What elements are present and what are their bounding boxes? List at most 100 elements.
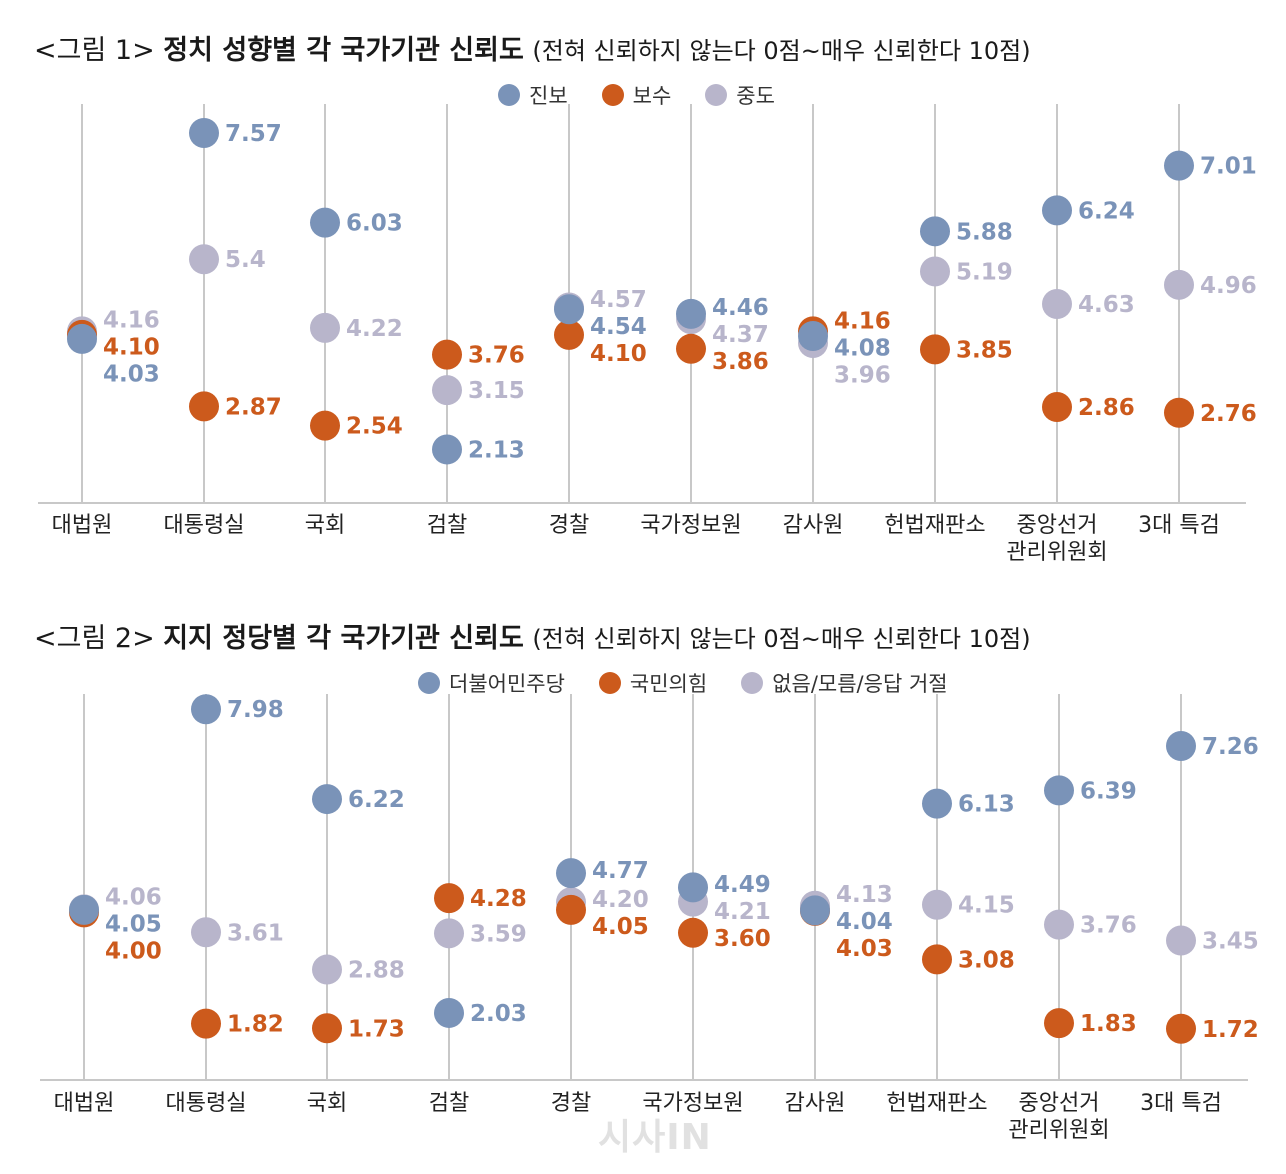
value-label-s0-c5: 4.46 [712,295,769,321]
dot-s1-c2 [310,410,340,441]
category-label-line: 관리위원회 [1008,1118,1109,1143]
dot-s0-c3 [432,434,462,465]
value-label-s0-c2: 6.22 [348,787,405,813]
category-label-line: 대통령실 [164,513,245,538]
value-label-s1-c0: 4.10 [103,335,160,361]
category-label-3: 검찰 [427,513,467,538]
category-label-5: 국가정보원 [642,1091,743,1116]
chart2-legend-label-2: 없음/모름/응답 거절 [772,672,948,696]
value-label-s2-c2: 4.22 [346,316,403,342]
dot-s0-c2 [310,207,340,238]
value-label-s0-c2: 6.03 [346,211,403,237]
dot-s1-c9 [1166,1013,1196,1044]
dot-s0-c4 [556,858,586,889]
value-label-s1-c8: 2.86 [1078,395,1135,421]
dot-s1-c8 [1042,391,1072,422]
value-label-s2-c7: 5.19 [956,259,1013,285]
dot-s1-c8 [1044,1008,1074,1039]
chart1-legend-item-0: 진보 [498,80,568,110]
value-label-s1-c5: 3.60 [714,926,771,952]
category-label-line: 검찰 [427,513,467,538]
category-label-line: 국가정보원 [642,1091,743,1116]
value-label-s1-c6: 4.16 [834,309,891,335]
chart1-legend-label-1: 보수 [632,84,672,108]
value-label-s0-c3: 2.13 [468,437,525,463]
chart2-legend-label-0: 더불어민주당 [449,672,565,696]
value-label-s1-c3: 3.76 [468,343,525,369]
chart1-legend-swatch-2 [705,84,728,106]
chart2-legend-item-2: 없음/모름/응답 거절 [741,668,948,698]
value-label-s1-c9: 2.76 [1200,401,1257,427]
dot-s1-c5 [678,917,708,948]
value-label-s1-c7: 3.85 [956,337,1013,363]
dot-s0-c0 [69,894,99,925]
value-label-s0-c7: 6.13 [958,792,1015,818]
dot-s0-c0 [67,323,97,354]
value-label-s0-c8: 6.39 [1080,778,1137,804]
dot-s0-c8 [1042,195,1072,226]
value-label-s2-c1: 3.61 [227,920,284,946]
chart1-plot: 대법원4.034.104.16대통령실7.572.875.4국회6.032.54… [38,104,1257,565]
category-label-7: 헌법재판소 [884,513,985,538]
dot-s0-c1 [189,118,219,149]
chart2-title-prefix: <그림 2> [34,623,155,654]
category-label-line: 검찰 [429,1091,469,1116]
value-label-s1-c9: 1.72 [1202,1017,1259,1043]
value-label-s1-c8: 1.83 [1080,1011,1137,1037]
dot-s2-c8 [1044,909,1074,940]
value-label-s2-c5: 4.21 [714,899,771,925]
category-label-6: 감사원 [785,1091,846,1116]
value-label-s2-c4: 4.20 [592,887,649,913]
value-label-s2-c7: 4.15 [958,893,1015,919]
value-label-s1-c3: 4.28 [470,886,527,912]
chart2-legend-swatch-1 [598,672,621,694]
value-label-s2-c1: 5.4 [225,247,266,273]
dot-s0-c6 [798,321,828,352]
category-label-5: 국가정보원 [640,513,741,538]
dot-s0-c9 [1164,150,1194,181]
dot-s2-c7 [922,889,952,920]
category-label-line: 헌법재판소 [884,513,985,538]
dot-s0-c5 [678,872,708,903]
chart2-legend-item-1: 국민의힘 [598,668,707,698]
category-label-line: 대법원 [52,513,113,538]
value-label-s0-c1: 7.98 [227,697,284,723]
value-label-s0-c1: 7.57 [225,121,282,147]
value-label-s0-c9: 7.01 [1200,154,1257,180]
dot-s0-c2 [312,784,342,815]
category-label-line: 경찰 [551,1091,591,1116]
value-label-s0-c4: 4.54 [590,314,647,340]
value-label-s2-c0: 4.16 [103,308,160,334]
value-label-s0-c4: 4.77 [592,858,649,884]
dot-s0-c3 [434,997,464,1028]
dot-s1-c5 [676,333,706,364]
dot-s1-c1 [189,391,219,422]
category-label-0: 대법원 [52,513,113,538]
value-label-s0-c0: 4.05 [105,911,162,937]
dot-s2-c2 [312,954,342,985]
chart1-legend: 진보 보수 중도 [498,80,809,110]
category-label-line: 3대 특검 [1140,1091,1222,1116]
value-label-s1-c0: 4.00 [105,938,162,964]
dot-s2-c2 [310,312,340,343]
value-label-s0-c6: 4.08 [834,336,891,362]
category-label-8: 중앙선거 관리위원회 [1008,1091,1109,1143]
value-label-s2-c2: 2.88 [348,958,405,984]
category-label-line: 국회 [305,513,345,538]
dot-s2-c7 [920,256,950,287]
dot-s1-c1 [191,1008,221,1039]
category-label-9: 3대 특검 [1138,513,1220,538]
category-label-4: 경찰 [549,513,589,538]
category-label-0: 대법원 [54,1091,115,1116]
dot-s2-c3 [434,918,464,949]
value-label-s1-c7: 3.08 [958,947,1015,973]
dot-s1-c2 [312,1013,342,1044]
dot-s1-c3 [434,883,464,914]
chart2-title: <그림 2> 지지 정당별 각 국가기관 신뢰도 (전혀 신뢰하지 않는다 0점… [34,616,1031,655]
dot-s0-c7 [922,788,952,819]
dot-s2-c9 [1166,925,1196,956]
value-label-s0-c9: 7.26 [1202,734,1259,760]
chart2-legend: 더불어민주당 국민의힘 없음/모름/응답 거절 [418,668,982,698]
chart1-title-main: 정치 성향별 각 국가기관 신뢰도 [163,35,524,66]
